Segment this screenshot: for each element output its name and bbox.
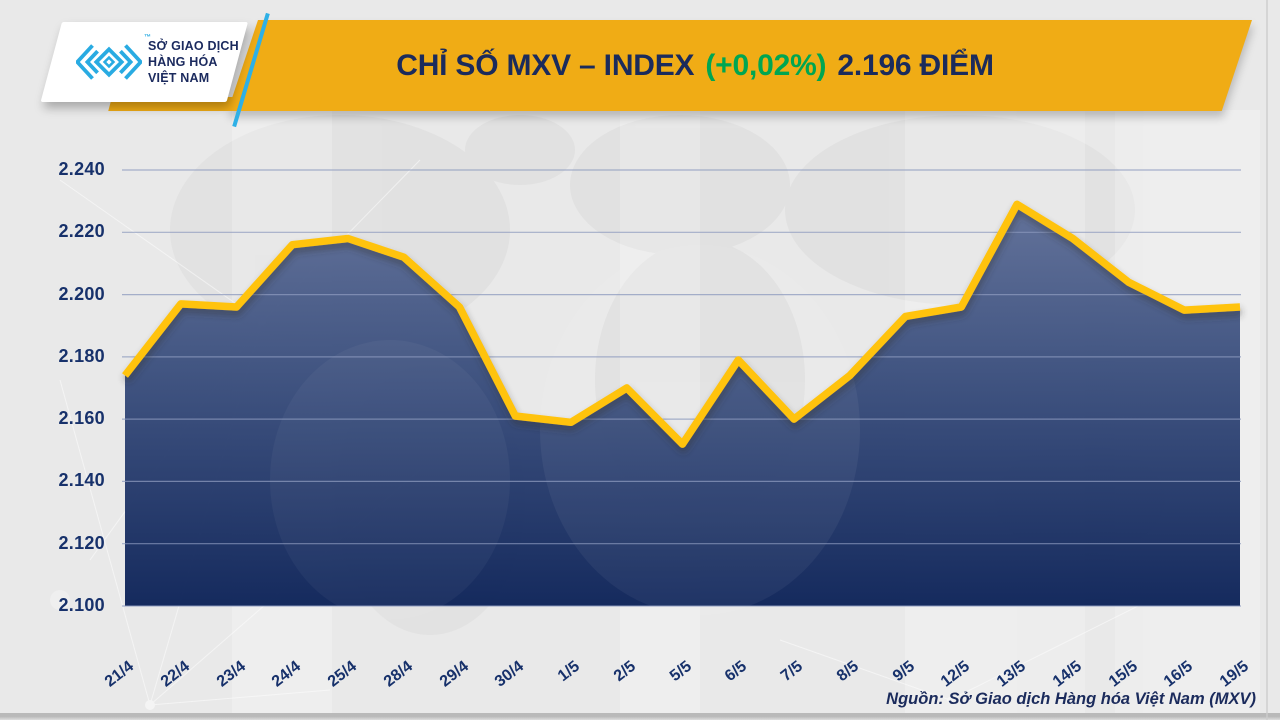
right-border-decor	[1266, 0, 1268, 720]
y-axis-label: 2.160	[58, 408, 105, 428]
logo-text-line2: HÀNG HÓA	[148, 55, 218, 69]
fill-light-patch-decor	[270, 340, 510, 620]
y-axis-label: 2.200	[58, 284, 105, 304]
bottom-border-decor	[0, 713, 1280, 720]
fill-light-patch-decor	[540, 245, 860, 615]
title-index-label: CHỈ SỐ MXV – INDEX	[396, 48, 695, 82]
y-axis-label: 2.100	[58, 595, 105, 615]
index-line	[122, 200, 1241, 448]
mxv-logo-text: SỞ GIAO DỊCH HÀNG HÓA VIỆT NAM	[148, 38, 239, 86]
title-index-value: 2.196 ĐIỂM	[837, 48, 994, 82]
y-axis-label: 2.140	[58, 470, 105, 490]
mxv-logo-card: ™ SỞ GIAO DỊCH HÀNG HÓA VIỆT NAM	[40, 22, 249, 102]
y-axis-label: 2.240	[58, 159, 105, 179]
mxv-logo-mark-icon: ™	[76, 34, 151, 85]
y-axis-label: 2.220	[58, 221, 105, 241]
trademark-symbol: ™	[144, 34, 151, 41]
logo-text-line1: SỞ GIAO DỊCH	[148, 39, 239, 53]
mxv-logo: ™ SỞ GIAO DỊCH HÀNG HÓA VIỆT NAM	[62, 22, 248, 102]
index-area-fill	[125, 204, 1240, 607]
title-change-percent: (+0,02%)	[705, 48, 827, 82]
chart-title: CHỈ SỐ MXV – INDEX (+0,02%) 2.196 ĐIỂM	[280, 20, 1110, 111]
y-axis-label: 2.180	[58, 346, 105, 366]
y-axis-label: 2.120	[58, 533, 105, 553]
source-attribution: Nguồn: Sở Giao dịch Hàng hóa Việt Nam (M…	[886, 690, 1256, 708]
logo-text-line3: VIỆT NAM	[148, 71, 210, 85]
